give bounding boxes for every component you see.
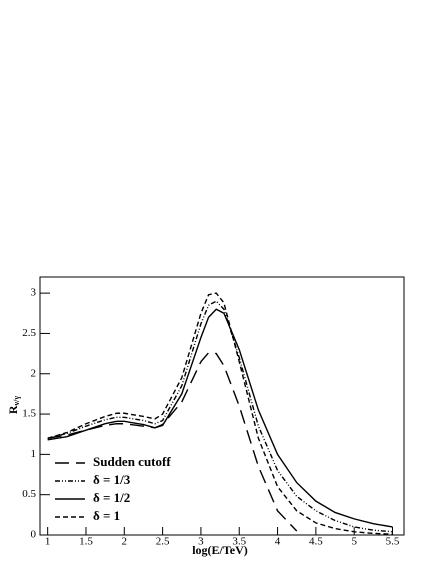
legend-label: δ = 1/3: [93, 472, 131, 487]
x-tick-label: 1.5: [79, 536, 93, 548]
legend-label: δ = 1: [93, 508, 120, 523]
x-tick-label: 1: [45, 536, 51, 548]
x-axis-label: log(E/TeV): [192, 543, 248, 557]
series-line: [47, 292, 393, 535]
legend-label: Sudden cutoff: [93, 454, 171, 469]
x-tick-label: 4.5: [309, 536, 323, 548]
x-tick-label: 5: [351, 536, 357, 548]
x-tick-label: 5.5: [386, 536, 400, 548]
y-label-sub: ν/γ: [12, 396, 21, 407]
x-tick-label: 3: [198, 536, 204, 548]
y-axis-label: Rν/γ: [6, 396, 21, 414]
y-tick-label: 3: [31, 287, 37, 299]
y-tick-label: 1: [31, 448, 37, 460]
y-tick-label: 2.5: [22, 327, 36, 339]
x-tick-label: 2: [122, 536, 128, 548]
x-tick-label: 3.5: [232, 536, 246, 548]
series-line: [47, 308, 393, 528]
y-tick-label: 0: [31, 529, 37, 541]
y-label-main: R: [6, 405, 20, 414]
y-tick-label: 1.5: [22, 408, 36, 420]
series-line: [47, 352, 298, 532]
y-tick-label: 0.5: [22, 488, 36, 500]
x-tick-label: 4: [275, 536, 281, 548]
plot-frame: [39, 276, 405, 536]
series-line: [47, 300, 393, 533]
x-tick-label: 2.5: [156, 536, 170, 548]
legend-label: δ = 1/2: [93, 490, 130, 505]
y-tick-label: 2: [31, 367, 37, 379]
